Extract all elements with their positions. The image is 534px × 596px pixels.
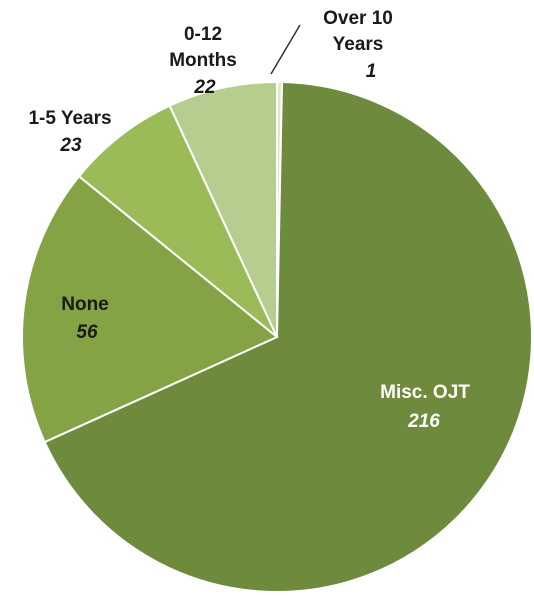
- slice-label-over-10-years: Over 10 Years: [323, 8, 393, 55]
- slice-label-none: None: [61, 294, 109, 315]
- slice-label-1-5-years: 1-5 Years: [28, 108, 111, 129]
- pie-slice-misc-ojt: [43, 81, 533, 593]
- slice-value-0-12-months: 22: [193, 77, 216, 98]
- leader-line-over-10-years: [270, 24, 301, 75]
- slice-value-misc-ojt: 216: [407, 411, 440, 432]
- slice-value-over-10-years: 1: [366, 61, 377, 82]
- slice-value-1-5-years: 23: [59, 135, 82, 156]
- slice-label-misc-ojt: Misc. OJT: [380, 382, 470, 403]
- pie-slice-1-5-years: [77, 104, 278, 338]
- pie-slices: [21, 80, 533, 593]
- slice-value-none: 56: [76, 322, 98, 343]
- pie-slice-0-12-months: [168, 80, 278, 338]
- slice-label-0-12-months: 0-12 Months: [169, 24, 237, 71]
- pie-slice-none: [21, 174, 279, 444]
